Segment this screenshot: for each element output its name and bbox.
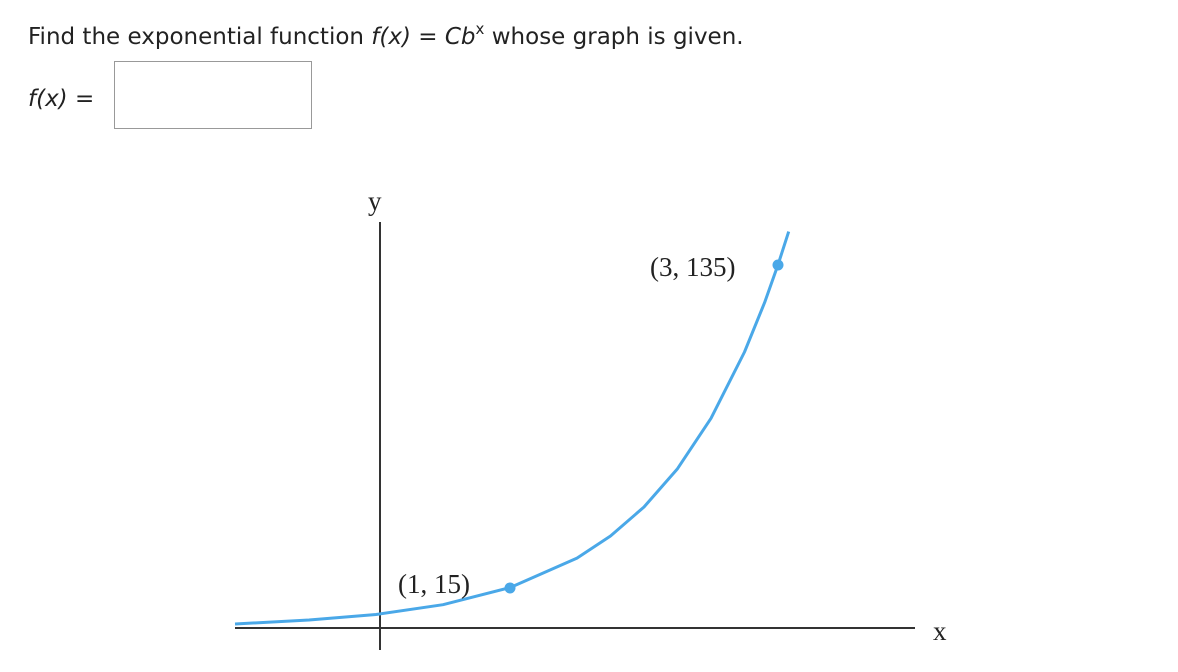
- exponent: x: [475, 20, 485, 38]
- point-label: (1, 15): [398, 569, 470, 599]
- question-text: Find the exponential function: [28, 24, 364, 50]
- answer-input[interactable]: [114, 61, 312, 129]
- y-axis-label: y: [368, 186, 382, 216]
- equals: =: [418, 24, 438, 50]
- function-name: f(x): [371, 24, 411, 50]
- question: Find the exponential function f(x) = Cbx…: [28, 20, 744, 50]
- curve: [234, 231, 791, 626]
- base: Cb: [444, 24, 476, 50]
- function-name: f(x): [28, 86, 68, 112]
- question-text: whose graph is given.: [491, 24, 744, 50]
- answer-label: f(x) =: [28, 86, 94, 112]
- x-axis-label: x: [933, 616, 947, 646]
- point-label: (3, 135): [650, 252, 735, 282]
- point: [504, 582, 516, 594]
- point: [772, 259, 784, 271]
- equals: =: [74, 86, 95, 112]
